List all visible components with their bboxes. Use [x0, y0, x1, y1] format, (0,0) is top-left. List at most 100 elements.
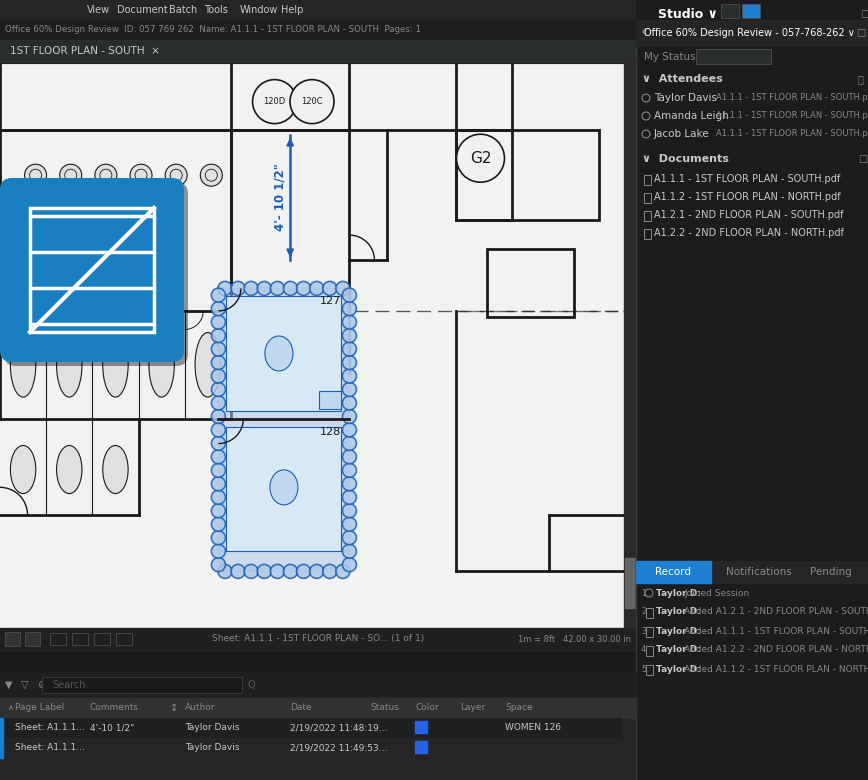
Bar: [319, 391, 341, 409]
Ellipse shape: [149, 332, 174, 397]
Text: Help: Help: [281, 5, 304, 15]
Text: Added A1.1.1 - 1ST FLOOR PLAN - SOUTH.pdf: Added A1.1.1 - 1ST FLOOR PLAN - SOUTH.pd…: [684, 626, 868, 636]
Text: ▽: ▽: [21, 680, 29, 690]
Text: Pending: Pending: [810, 567, 852, 577]
Text: ∨  Attendees: ∨ Attendees: [642, 74, 723, 84]
Circle shape: [343, 491, 357, 505]
Circle shape: [212, 342, 226, 356]
Text: Author: Author: [185, 704, 215, 712]
Circle shape: [212, 450, 226, 464]
Text: Taylor Davis: Taylor Davis: [185, 724, 240, 732]
Text: Jacob Lake: Jacob Lake: [654, 129, 710, 139]
Circle shape: [323, 282, 337, 296]
Circle shape: [336, 282, 350, 296]
Circle shape: [457, 134, 504, 183]
Bar: [5, 219, 30, 237]
Circle shape: [218, 282, 232, 296]
Ellipse shape: [56, 445, 82, 494]
Bar: [0, 698, 636, 718]
Text: A1.1.1 - 1ST FLOOR PLAN - SOUTH.pdf, 1: A1.1.1 - 1ST FLOOR PLAN - SOUTH.pdf, 1: [716, 94, 868, 102]
Circle shape: [60, 165, 82, 186]
Circle shape: [218, 565, 232, 579]
Bar: [25, 632, 40, 646]
Circle shape: [212, 302, 226, 316]
Bar: [42, 677, 242, 693]
Text: 2/19/2022 11:49:53...: 2/19/2022 11:49:53...: [290, 743, 387, 753]
Circle shape: [310, 282, 324, 296]
FancyBboxPatch shape: [0, 178, 184, 362]
Text: Office 60% Design Review - 057-768-262 ∨: Office 60% Design Review - 057-768-262 ∨: [644, 28, 855, 38]
Circle shape: [212, 558, 226, 572]
Text: ∨  Documents: ∨ Documents: [642, 154, 729, 164]
Circle shape: [343, 517, 357, 531]
Circle shape: [343, 450, 357, 464]
Bar: [30, 208, 154, 332]
Circle shape: [343, 302, 357, 316]
Bar: [227, 296, 341, 410]
Bar: [625, 558, 635, 608]
Bar: [0, 62, 636, 650]
Circle shape: [343, 356, 357, 370]
Text: Sheet: A1.1.1 - 1ST FLOOR PLAN - SO... (1 of 1): Sheet: A1.1.1 - 1ST FLOOR PLAN - SO... (…: [212, 634, 424, 644]
Circle shape: [212, 544, 226, 558]
Circle shape: [212, 328, 226, 342]
Text: Joined Session: Joined Session: [684, 588, 749, 597]
Circle shape: [253, 80, 297, 123]
Text: 128: 128: [320, 427, 341, 437]
Ellipse shape: [10, 445, 36, 494]
Circle shape: [343, 436, 357, 450]
Circle shape: [297, 565, 311, 579]
Bar: [0, 672, 636, 698]
Text: WOMEN 126: WOMEN 126: [505, 724, 561, 732]
Ellipse shape: [10, 332, 36, 397]
Circle shape: [212, 288, 226, 302]
Text: Status: Status: [370, 704, 399, 712]
Text: A1.1.1 - 1ST FLOOR PLAN - SOUTH.pdf, 1: A1.1.1 - 1ST FLOOR PLAN - SOUTH.pdf, 1: [716, 129, 868, 139]
Bar: [636, 561, 868, 583]
Text: □: □: [860, 9, 868, 19]
Ellipse shape: [270, 470, 298, 505]
Circle shape: [343, 410, 357, 424]
Circle shape: [290, 80, 334, 123]
Circle shape: [343, 382, 357, 396]
Text: Taylor Davis: Taylor Davis: [185, 743, 240, 753]
Ellipse shape: [265, 336, 293, 371]
Text: Studio ∨: Studio ∨: [658, 8, 718, 20]
Text: 127: 127: [320, 296, 341, 307]
Bar: [0, 672, 636, 780]
Text: Taylor D:: Taylor D:: [656, 626, 700, 636]
Text: Window: Window: [240, 5, 279, 15]
Circle shape: [212, 396, 226, 410]
Text: Added A1.2.2 - 2ND FLOOR PLAN - NORTH.pdf: Added A1.2.2 - 2ND FLOOR PLAN - NORTH.pd…: [684, 646, 868, 654]
Circle shape: [343, 315, 357, 329]
Text: Space: Space: [505, 704, 533, 712]
Circle shape: [310, 565, 324, 579]
Circle shape: [336, 565, 350, 579]
Ellipse shape: [102, 445, 128, 494]
Bar: [696, 49, 771, 64]
Text: Added A1.1.2 - 1ST FLOOR PLAN - NORTH.pdf: Added A1.1.2 - 1ST FLOOR PLAN - NORTH.pd…: [684, 665, 868, 673]
Text: A1.1.2 - 1ST FLOOR PLAN - NORTH.pdf: A1.1.2 - 1ST FLOOR PLAN - NORTH.pdf: [654, 192, 840, 202]
Bar: [0, 40, 868, 62]
Circle shape: [343, 423, 357, 437]
Circle shape: [343, 369, 357, 383]
Bar: [644, 229, 651, 239]
Bar: [94, 633, 110, 645]
Circle shape: [231, 565, 245, 579]
Text: 2: 2: [641, 608, 647, 616]
Circle shape: [212, 477, 226, 491]
Text: Q: Q: [248, 680, 255, 690]
Text: Taylor Davis: Taylor Davis: [654, 93, 717, 103]
Bar: [116, 633, 132, 645]
Text: 5: 5: [641, 665, 647, 673]
Text: ‹: ‹: [641, 23, 648, 41]
Text: ▼: ▼: [5, 680, 12, 690]
Bar: [72, 633, 88, 645]
Circle shape: [343, 463, 357, 477]
Bar: [0, 718, 3, 738]
Circle shape: [343, 504, 357, 518]
Text: Sheet: A1.1.1...: Sheet: A1.1.1...: [15, 724, 85, 732]
Bar: [742, 4, 760, 18]
Text: □: □: [856, 28, 865, 38]
Circle shape: [257, 565, 272, 579]
